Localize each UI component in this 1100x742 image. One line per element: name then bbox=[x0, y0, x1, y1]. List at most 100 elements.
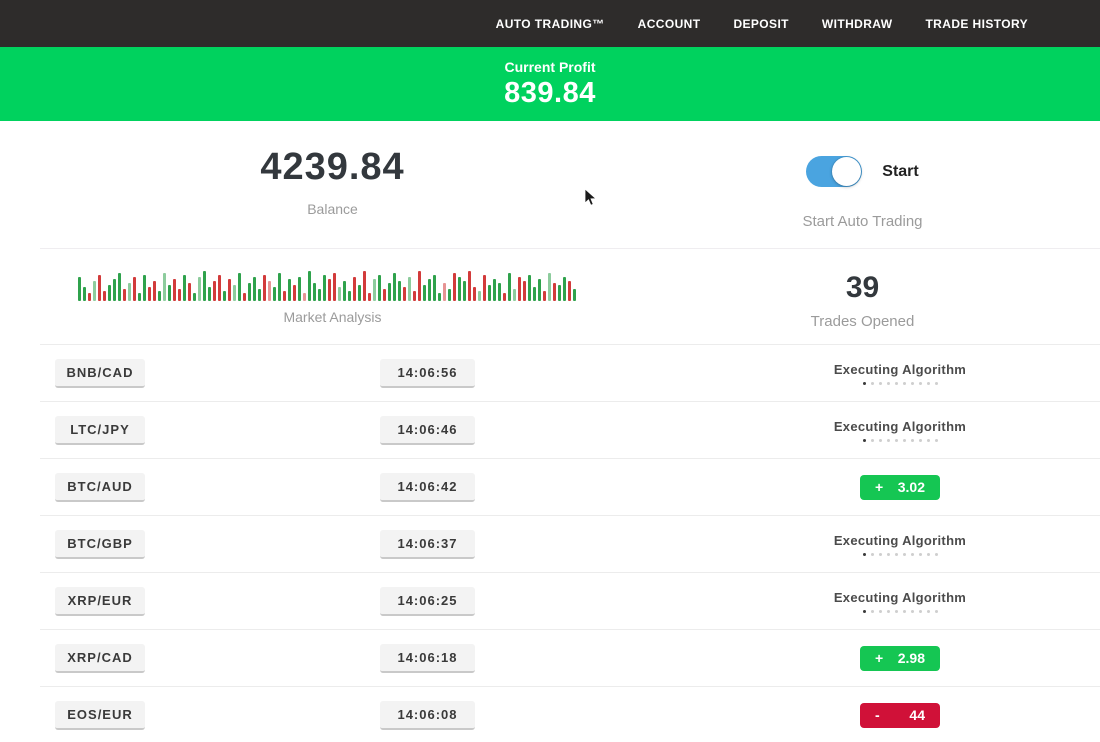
progress-dot bbox=[926, 609, 930, 613]
chart-bar bbox=[527, 275, 531, 301]
trades-opened-value: 39 bbox=[845, 271, 880, 304]
progress-dot bbox=[934, 552, 938, 556]
progress-dot bbox=[910, 381, 914, 385]
time-badge[interactable]: 14:06:25 bbox=[380, 586, 475, 616]
nav-item-deposit[interactable]: DEPOSIT bbox=[733, 16, 789, 31]
pair-badge[interactable]: EOS/EUR bbox=[55, 700, 145, 730]
pair-badge[interactable]: BTC/AUD bbox=[55, 472, 145, 502]
progress-dot bbox=[910, 609, 914, 613]
trade-row: XRP/CAD 14:06:18 +2.98 bbox=[40, 629, 1100, 686]
chart-bar bbox=[377, 275, 381, 301]
chart-bar bbox=[477, 291, 481, 301]
progress-dot bbox=[918, 609, 922, 613]
time-badge[interactable]: 14:06:37 bbox=[380, 529, 475, 559]
progress-dot bbox=[878, 609, 882, 613]
pair-badge[interactable]: BNB/CAD bbox=[55, 358, 145, 388]
chart-bar bbox=[92, 281, 96, 301]
chart-bar bbox=[372, 279, 376, 301]
chart-bar bbox=[457, 277, 461, 301]
chart-bar bbox=[357, 285, 361, 301]
chart-bar bbox=[472, 287, 476, 301]
chart-bar bbox=[337, 287, 341, 301]
chart-bar bbox=[327, 279, 331, 301]
time-badge[interactable]: 14:06:56 bbox=[380, 358, 475, 388]
balance-label: Balance bbox=[307, 201, 358, 217]
auto-trading-toggle[interactable] bbox=[806, 156, 863, 187]
chart-bar bbox=[547, 273, 551, 301]
trade-row: BNB/CAD 14:06:56 Executing Algorithm bbox=[40, 344, 1100, 401]
chart-bar bbox=[382, 289, 386, 301]
pair-badge[interactable]: LTC/JPY bbox=[55, 415, 145, 445]
chart-bar bbox=[362, 271, 366, 301]
executing-algorithm-label: Executing Algorithm bbox=[833, 532, 967, 548]
trades-opened-label: Trades Opened bbox=[810, 313, 915, 330]
chart-bar bbox=[247, 283, 251, 301]
chart-bar bbox=[127, 283, 131, 301]
time-badge[interactable]: 14:06:46 bbox=[380, 415, 475, 445]
nav-item-trade-history[interactable]: TRADE HISTORY bbox=[925, 16, 1028, 31]
progress-dot bbox=[862, 381, 866, 385]
chart-bar bbox=[272, 287, 276, 301]
market-analysis-chart bbox=[77, 269, 588, 301]
progress-dot bbox=[886, 609, 890, 613]
chart-bar bbox=[442, 283, 446, 301]
chart-bar bbox=[432, 275, 436, 301]
chart-bar bbox=[502, 293, 506, 301]
start-auto-trading-caption: Start Auto Trading bbox=[802, 213, 923, 230]
progress-dots-icon bbox=[862, 381, 938, 385]
chart-bar bbox=[267, 281, 271, 301]
result-sign: + bbox=[875, 650, 884, 666]
balance-value: 4239.84 bbox=[260, 146, 405, 188]
time-badge[interactable]: 14:06:42 bbox=[380, 472, 475, 502]
progress-dot bbox=[902, 381, 906, 385]
chart-bar bbox=[172, 279, 176, 301]
executing-algorithm-label: Executing Algorithm bbox=[833, 418, 967, 434]
progress-dot bbox=[862, 609, 866, 613]
toggle-start-label: Start bbox=[882, 162, 919, 180]
chart-bar bbox=[212, 281, 216, 301]
toggle-knob-icon bbox=[832, 157, 862, 186]
chart-bar bbox=[572, 289, 576, 301]
chart-bar bbox=[332, 273, 336, 301]
nav-item-withdraw[interactable]: WITHDRAW bbox=[821, 16, 893, 31]
pair-badge[interactable]: BTC/GBP bbox=[55, 529, 145, 559]
chart-bar bbox=[392, 273, 396, 301]
profit-badge: +2.98 bbox=[860, 645, 940, 671]
nav-item-auto-trading[interactable]: AUTO TRADING™ bbox=[495, 16, 605, 31]
chart-bar bbox=[567, 281, 571, 301]
pair-badge[interactable]: XRP/EUR bbox=[55, 586, 145, 616]
chart-bar bbox=[452, 273, 456, 301]
profit-badge: +3.02 bbox=[860, 474, 940, 500]
chart-bar bbox=[252, 277, 256, 301]
time-badge[interactable]: 14:06:18 bbox=[380, 643, 475, 673]
chart-bar bbox=[257, 289, 261, 301]
progress-dot bbox=[894, 552, 898, 556]
result-sign: + bbox=[875, 479, 884, 495]
current-profit-label: Current Profit bbox=[504, 58, 596, 75]
chart-bar bbox=[417, 271, 421, 301]
chart-bar bbox=[562, 277, 566, 301]
chart-bar bbox=[397, 281, 401, 301]
chart-bar bbox=[77, 277, 81, 301]
time-badge[interactable]: 14:06:08 bbox=[380, 700, 475, 730]
progress-dot bbox=[918, 552, 922, 556]
chart-bar bbox=[222, 291, 226, 301]
chart-bar bbox=[97, 275, 101, 301]
chart-bar bbox=[557, 285, 561, 301]
progress-dot bbox=[910, 552, 914, 556]
nav-item-account[interactable]: ACCOUNT bbox=[637, 16, 701, 31]
progress-dot bbox=[926, 438, 930, 442]
chart-bar bbox=[122, 289, 126, 301]
chart-bar bbox=[497, 283, 501, 301]
chart-bar bbox=[517, 277, 521, 301]
chart-bar bbox=[462, 281, 466, 301]
progress-dot bbox=[934, 438, 938, 442]
progress-dot bbox=[886, 438, 890, 442]
market-analysis-label: Market Analysis bbox=[283, 309, 382, 325]
chart-bar bbox=[427, 279, 431, 301]
progress-dot bbox=[878, 438, 882, 442]
chart-bar bbox=[412, 291, 416, 301]
chart-bar bbox=[292, 285, 296, 301]
pair-badge[interactable]: XRP/CAD bbox=[55, 643, 145, 673]
